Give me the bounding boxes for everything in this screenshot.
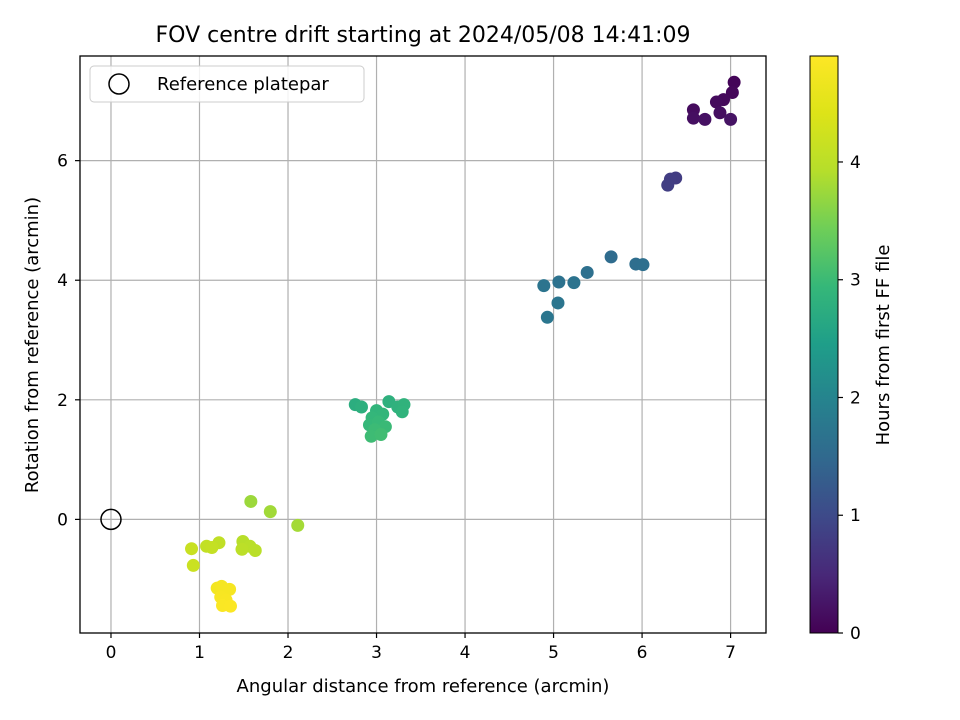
data-point (248, 543, 262, 557)
x-tick-label: 6 (637, 643, 648, 663)
y-tick-label: 0 (57, 510, 68, 530)
colorbar-tick-label: 1 (850, 506, 861, 526)
colorbar-tick-label: 4 (850, 153, 861, 173)
colorbar-gradient (809, 55, 839, 634)
data-point (540, 310, 554, 324)
data-point (395, 405, 409, 419)
data-point (709, 95, 723, 109)
data-point (580, 265, 594, 279)
x-tick-label: 4 (460, 643, 471, 663)
data-point (263, 505, 277, 519)
data-point (661, 178, 675, 192)
data-point (724, 112, 738, 126)
data-point (567, 276, 581, 290)
legend-marker-icon (108, 73, 130, 95)
grid (80, 56, 766, 633)
legend: Reference platepar (89, 65, 365, 103)
data-points (100, 75, 741, 613)
data-point (364, 429, 378, 443)
reference-point-marker (100, 508, 122, 531)
y-tick-label: 4 (57, 271, 68, 291)
colorbar-tick-label: 2 (850, 388, 861, 408)
data-point (354, 400, 368, 414)
data-point (604, 250, 618, 264)
data-point (223, 582, 237, 596)
x-tick-label: 1 (194, 643, 205, 663)
y-axis-label: Rotation from reference (arcmin) (22, 197, 43, 493)
legend-box (89, 65, 365, 103)
data-point (686, 111, 700, 125)
data-point (185, 542, 199, 556)
colorbar-ticks: 0 1 2 3 4 (838, 153, 861, 644)
data-point (235, 542, 249, 556)
data-point (725, 85, 739, 99)
data-point (374, 427, 388, 441)
data-point (713, 106, 727, 120)
x-tick-label: 0 (106, 643, 117, 663)
data-point (551, 296, 565, 310)
data-point (698, 112, 712, 126)
data-point (636, 258, 650, 272)
y-tick-label: 2 (57, 391, 68, 411)
data-point (291, 518, 305, 532)
data-point (186, 558, 200, 572)
x-tick-label: 7 (725, 643, 736, 663)
data-point (727, 75, 741, 89)
axis-ticks: 0 1 2 3 4 5 6 7 0 2 4 6 (57, 152, 736, 663)
data-point (223, 599, 237, 613)
x-axis-label: Angular distance from reference (arcmin) (237, 676, 610, 697)
colorbar: 0 1 2 3 4 Hours from first FF file (809, 55, 894, 644)
colorbar-tick-label: 3 (850, 271, 861, 291)
data-point (537, 279, 551, 293)
data-point (552, 275, 566, 289)
plot-frame (79, 55, 767, 634)
legend-entry-label: Reference platepar (157, 74, 329, 95)
y-tick-label: 6 (57, 152, 68, 172)
colorbar-label: Hours from first FF file (873, 245, 894, 446)
data-point (205, 540, 219, 554)
chart-title: FOV centre drift starting at 2024/05/08 … (156, 23, 691, 48)
colorbar-tick-label: 0 (850, 624, 861, 644)
data-point (244, 494, 258, 508)
x-tick-label: 5 (548, 643, 559, 663)
x-tick-label: 2 (283, 643, 294, 663)
x-tick-label: 3 (371, 643, 382, 663)
